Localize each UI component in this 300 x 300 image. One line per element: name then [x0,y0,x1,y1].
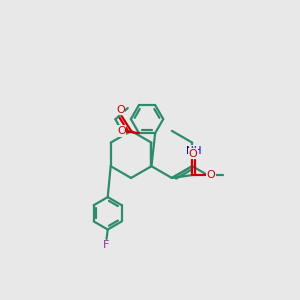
Text: O: O [189,148,197,158]
Text: F: F [103,240,110,250]
Text: O: O [117,126,126,136]
Text: O: O [116,105,125,115]
Text: O: O [206,170,215,180]
Text: NH: NH [186,146,202,156]
